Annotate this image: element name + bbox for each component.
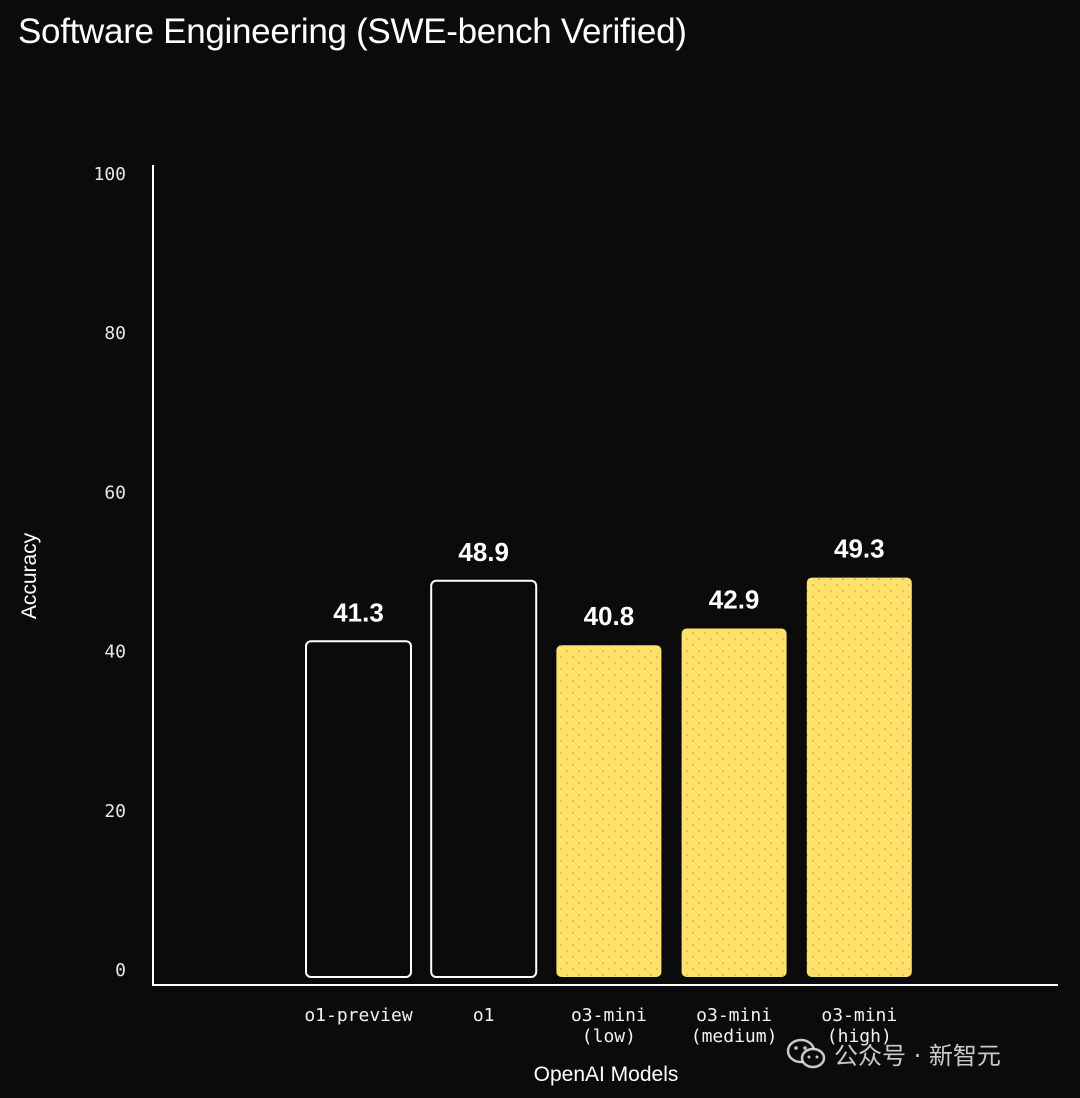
wechat-icon [786,1038,826,1068]
data-label: 41.3 [333,597,384,627]
y-tick-label: 60 [104,482,126,503]
chart-labels: Accuracy OpenAI Models 41.3 o1-preview 48.9 o… [18,532,897,1086]
bar [556,645,662,977]
data-label: 48.9 [458,537,509,567]
x-axis-label: OpenAI Models [534,1063,679,1086]
x-tick-label: o3-mini [696,1005,772,1026]
watermark: 公众号 · 新智元 [786,1036,1001,1071]
y-tick-label: 40 [104,642,126,663]
data-label: 40.8 [584,601,635,631]
y-tick-label: 80 [104,323,126,344]
chart-title: Software Engineering (SWE-bench Verified… [18,12,687,51]
bar [806,577,912,977]
y-tick-label: 0 [115,960,126,981]
x-tick-label: (medium) [691,1026,778,1047]
x-tick-label: o1-preview [304,1005,413,1026]
y-axis-label: Accuracy [18,532,41,619]
y-tick-label: 100 [93,164,126,185]
x-tick-label: (low) [582,1026,636,1047]
chart-bars [305,577,912,978]
bar [305,640,412,978]
y-tick-label: 20 [104,801,126,822]
chart-axes: 0 20 40 60 80 100 [93,164,1058,986]
bar [681,628,787,977]
x-tick-label: (high) [827,1026,892,1047]
x-tick-label: o3-mini [571,1005,647,1026]
bar [430,579,538,978]
watermark-text: 公众号 · 新智元 [834,1042,1001,1070]
x-tick-label: o1 [473,1005,495,1026]
data-label: 42.9 [709,585,760,615]
x-tick-label: o3-mini [821,1005,897,1026]
data-label: 49.3 [834,534,885,564]
